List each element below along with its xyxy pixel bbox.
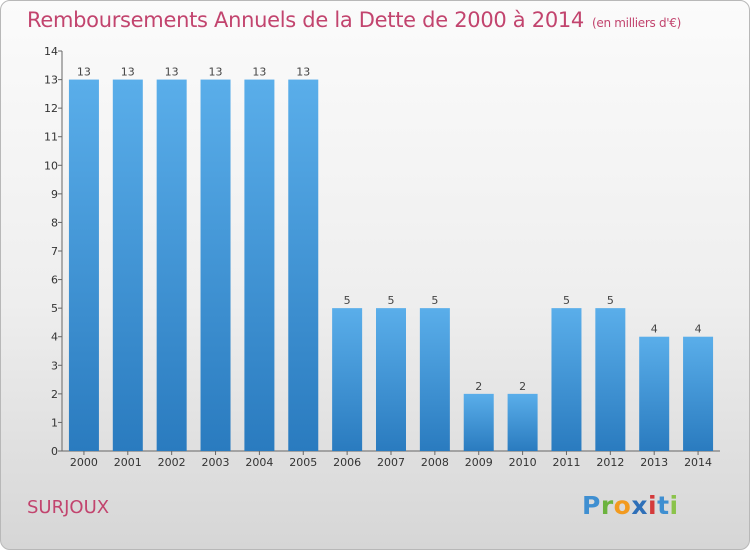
bar-value-label: 4 [695,323,702,336]
bar-value-label: 5 [563,294,570,307]
x-tick-label: 2014 [684,456,712,469]
bar-value-label: 13 [252,66,266,79]
bar-value-label: 13 [77,66,91,79]
x-tick-label: 2002 [158,456,186,469]
bar-value-label: 5 [344,294,351,307]
x-tick-label: 2004 [245,456,273,469]
bar-value-label: 5 [431,294,438,307]
y-tick-label: 12 [44,102,58,115]
y-tick-label: 8 [51,216,58,229]
bar [419,308,450,451]
bar [463,393,494,451]
commune-name: SURJOUX [27,497,110,518]
y-tick-label: 1 [51,416,58,429]
x-tick-label: 2013 [640,456,668,469]
bar [376,308,406,451]
x-tick-label: 2006 [333,456,361,469]
bar [507,393,538,451]
plot-area: 0123456789101112131413200013200113200213… [44,45,720,469]
x-tick-label: 2007 [377,456,405,469]
bar [551,308,582,451]
y-tick-label: 10 [44,159,58,172]
bar [288,79,319,452]
chart-subtitle: (en milliers d'€) [592,16,682,30]
bar-value-label: 2 [519,380,526,393]
x-tick-label: 2005 [289,456,317,469]
bar-value-label: 13 [165,66,179,79]
bar-value-label: 5 [607,294,614,307]
bar-value-label: 5 [388,294,395,307]
y-tick-label: 2 [51,388,58,401]
bar [112,79,143,452]
x-tick-label: 2010 [509,456,537,469]
proxiti-logo: Proxiti [582,491,679,520]
x-tick-label: 2011 [552,456,580,469]
chart-title-text: Remboursements Annuels de la Dette de 20… [27,8,584,32]
y-tick-label: 4 [51,331,58,344]
y-tick-label: 0 [51,445,58,458]
y-tick-label: 3 [51,359,58,372]
bar [332,308,363,451]
bar [595,308,626,451]
y-tick-label: 11 [44,131,58,144]
y-tick-label: 9 [51,188,58,201]
bar-value-label: 13 [121,66,135,79]
bar-value-label: 13 [209,66,223,79]
x-tick-label: 2009 [465,456,493,469]
bar [68,79,99,452]
x-tick-label: 2000 [70,456,98,469]
bar [639,336,670,451]
bar [683,336,714,451]
x-tick-label: 2008 [421,456,449,469]
y-tick-label: 14 [44,45,58,58]
y-tick-label: 5 [51,302,58,315]
bar [200,79,231,452]
bar [244,79,275,452]
bar-value-label: 2 [475,380,482,393]
x-tick-label: 2012 [596,456,624,469]
bar-value-label: 13 [296,66,310,79]
bar-value-label: 4 [651,323,658,336]
y-tick-label: 7 [51,245,58,258]
bar [156,79,187,452]
y-tick-label: 13 [44,74,58,87]
chart-title: Remboursements Annuels de la Dette de 20… [27,8,681,32]
x-tick-label: 2001 [114,456,142,469]
x-tick-label: 2003 [202,456,230,469]
y-tick-label: 6 [51,274,58,287]
